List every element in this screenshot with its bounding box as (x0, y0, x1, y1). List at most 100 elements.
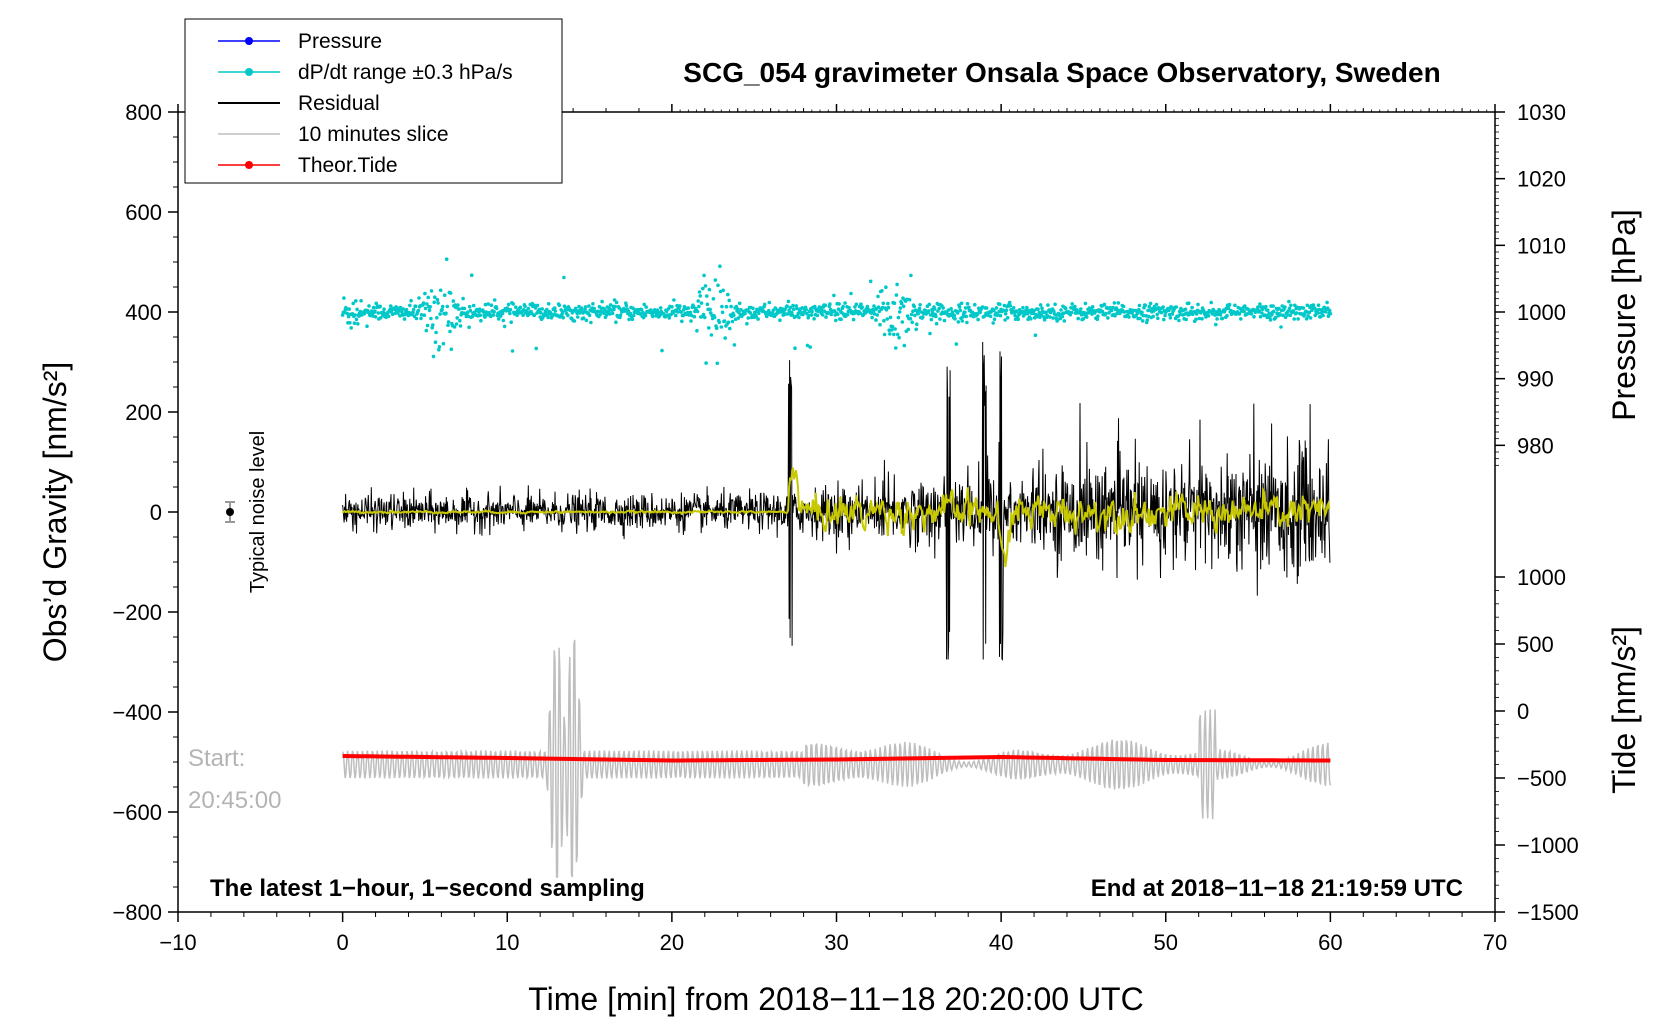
dpdt-point (651, 314, 655, 319)
dpdt-point (509, 320, 513, 325)
dpdt-point (518, 305, 523, 310)
dpdt-point (730, 319, 735, 324)
dpdt-point (626, 309, 631, 313)
dpdt-point (882, 318, 886, 323)
dpdt-point (1156, 316, 1160, 321)
dpdt-point (921, 315, 925, 319)
dpdt-point (896, 315, 901, 320)
dpdt-point (471, 303, 476, 308)
dpdt-point (926, 309, 931, 313)
dpdt-point (591, 302, 595, 306)
dpdt-point (1296, 317, 1300, 321)
dpdt-point (1215, 317, 1219, 321)
dpdt-point (421, 301, 426, 305)
dpdt-point (723, 336, 727, 340)
dpdt-point (1279, 325, 1283, 329)
dpdt-point (961, 315, 965, 319)
y-tick-label: −600 (112, 800, 162, 825)
dpdt-point (1040, 306, 1044, 311)
dpdt-point (1052, 309, 1056, 313)
dpdt-point (941, 306, 945, 310)
dpdt-point (680, 319, 684, 324)
dpdt-point (489, 303, 494, 308)
dpdt-point (1328, 312, 1333, 316)
dpdt-point (612, 298, 617, 302)
dpdt-point (686, 306, 691, 310)
dpdt-point (1148, 301, 1153, 306)
dpdt-point (715, 361, 720, 366)
dpdt-point (340, 313, 345, 317)
dpdt-point (670, 305, 674, 309)
dpdt-point (1278, 313, 1283, 317)
dpdt-point (712, 315, 717, 320)
dpdt-point (1183, 307, 1188, 312)
dpdt-point (888, 315, 893, 320)
dpdt-point (928, 331, 932, 336)
dpdt-point (874, 318, 878, 322)
legend-label: dP/dt range ±0.3 hPa/s (298, 61, 513, 84)
dpdt-point (1003, 312, 1008, 316)
dpdt-point (478, 313, 483, 318)
dpdt-point (998, 302, 1002, 307)
dpdt-point (708, 307, 712, 312)
dpdt-point (735, 307, 740, 311)
dpdt-point (1246, 307, 1250, 312)
y-tick-label: 600 (125, 200, 162, 225)
dpdt-point (897, 335, 901, 340)
dpdt-point (430, 325, 435, 330)
dpdt-point (1197, 316, 1202, 321)
dpdt-point (959, 301, 964, 306)
dpdt-point (1162, 317, 1166, 322)
dpdt-point (892, 332, 896, 337)
dpdt-point (978, 310, 982, 315)
dpdt-point (539, 311, 543, 315)
dpdt-point (510, 349, 515, 353)
dpdt-point (907, 297, 912, 302)
dpdt-point (1078, 310, 1082, 314)
dpdt-point (546, 315, 550, 320)
dpdt-point (445, 304, 450, 309)
dpdt-point (352, 321, 357, 326)
dpdt-point (1127, 315, 1131, 319)
slice-start-label: Start: (188, 745, 245, 772)
dpdt-point (834, 318, 838, 323)
dpdt-point (642, 302, 646, 307)
dpdt-point (448, 329, 452, 334)
dpdt-point (379, 316, 383, 320)
dpdt-point (469, 273, 474, 278)
dpdt-point (887, 328, 891, 333)
dpdt-point (433, 295, 437, 300)
dpdt-point (534, 346, 538, 351)
dpdt-point (692, 314, 697, 319)
dpdt-point (494, 306, 499, 311)
dpdt-point (912, 304, 916, 309)
dpdt-point (530, 301, 535, 306)
dpdt-point (404, 307, 409, 312)
dpdt-point (354, 299, 358, 303)
dpdt-point (994, 306, 999, 310)
dpdt-point (614, 300, 619, 305)
dpdt-point (1002, 308, 1006, 313)
dpdt-point (732, 313, 736, 318)
dpdt-point (1154, 302, 1159, 307)
dpdt-point (409, 298, 413, 303)
dpdt-point (378, 304, 383, 309)
dpdt-point (859, 302, 863, 307)
x-axis: −10 0 10 20 30 40 50 60 70 (159, 104, 1507, 955)
dpdt-point (810, 309, 814, 314)
dpdt-point (913, 308, 918, 313)
dpdt-point (705, 302, 710, 307)
legend-label: Residual (298, 92, 380, 115)
dpdt-point (720, 304, 724, 309)
dpdt-point (345, 311, 350, 316)
dpdt-point (1079, 307, 1083, 311)
dpdt-point (666, 313, 670, 317)
dpdt-point (1273, 315, 1278, 320)
dpdt-point (916, 311, 920, 316)
dpdt-point (454, 322, 459, 326)
dpdt-point (701, 312, 706, 317)
dpdt-point (1121, 304, 1126, 309)
dpdt-point (435, 316, 439, 320)
y-tick-label: 800 (125, 100, 162, 125)
dpdt-point (587, 304, 591, 308)
